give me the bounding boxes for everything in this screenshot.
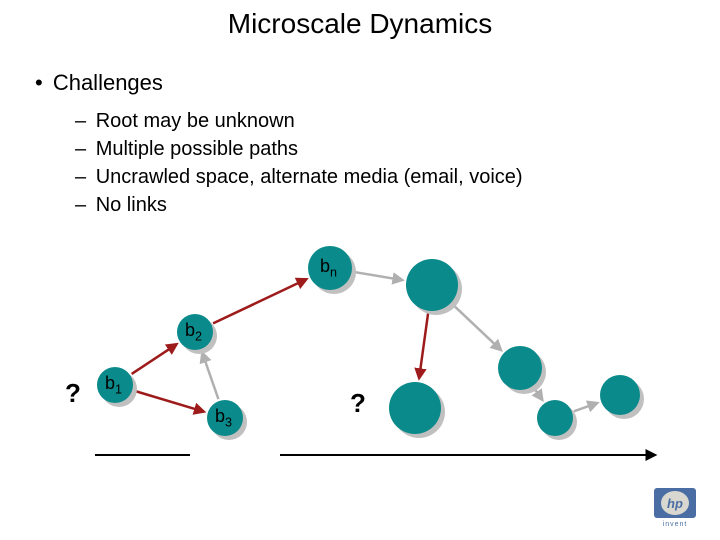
svg-text:hp: hp [667,496,683,511]
hp-logo: hp invent [650,488,700,528]
timeline-arrow [0,0,720,540]
svg-text:invent: invent [663,521,688,528]
